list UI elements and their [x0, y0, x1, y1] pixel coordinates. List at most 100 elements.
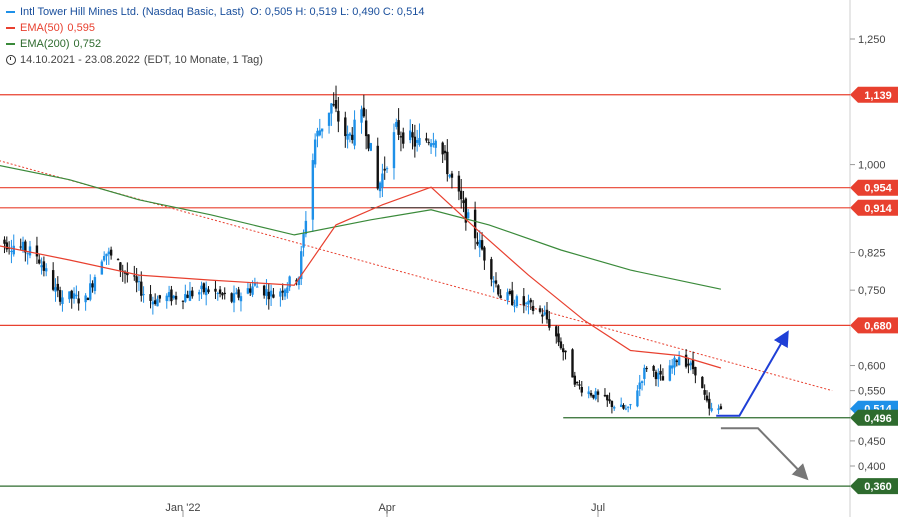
candle-body — [5, 242, 8, 250]
candle-body — [670, 365, 674, 369]
x-tick-label: Jul — [591, 502, 605, 514]
candle-body — [348, 133, 352, 136]
candle-body — [413, 136, 417, 147]
x-axis: Jan '22 Apr Jul — [165, 502, 605, 517]
candle-body — [19, 246, 22, 248]
candle-body — [21, 241, 25, 251]
candle-body — [476, 241, 479, 245]
candle-body — [344, 117, 347, 137]
candle-body — [267, 291, 270, 300]
ema50-swatch-icon — [6, 27, 15, 29]
candle-body — [239, 296, 243, 302]
candle-body — [443, 150, 447, 154]
candle-body — [100, 261, 104, 275]
candle-body — [640, 381, 644, 383]
candle-body — [186, 294, 189, 298]
candle-body — [460, 190, 463, 200]
candle-body — [522, 296, 526, 306]
candle-body — [232, 293, 236, 303]
candle-body — [93, 277, 97, 292]
candle-body — [427, 142, 430, 144]
level-tag-text: 0,914 — [864, 203, 892, 215]
candle-body — [548, 319, 551, 328]
candle-body — [362, 107, 366, 117]
level-tag: 0,360 — [850, 478, 898, 495]
candle-body — [499, 295, 502, 299]
level-tag-text: 0,496 — [864, 413, 892, 425]
candle-body — [589, 393, 593, 396]
candle-body — [262, 285, 266, 296]
candle-body — [119, 262, 122, 271]
ema200-label: EMA(200) — [20, 38, 70, 50]
level-tag: 0,496 — [850, 409, 898, 426]
candle-body — [652, 366, 655, 371]
level-tag-bg — [850, 478, 898, 495]
candle-body — [167, 292, 171, 298]
candle-body — [425, 138, 428, 141]
candle-body — [564, 350, 567, 353]
candle-body — [538, 308, 542, 312]
candle-body — [237, 289, 240, 298]
candle-body — [466, 212, 470, 219]
y-tick-label: 0,400 — [858, 461, 886, 473]
candle-body — [198, 292, 201, 295]
candle-body — [318, 130, 321, 136]
level-tag: 0,954 — [850, 179, 898, 196]
candle-body — [381, 173, 384, 188]
ema200-value: 0,752 — [73, 38, 102, 50]
candle-body — [545, 309, 549, 320]
candle-body — [218, 289, 222, 294]
level-tag: 0,680 — [850, 317, 898, 334]
period-info: (EDT, 10 Monate, 1 Tag) — [143, 54, 263, 66]
candle-body — [300, 251, 303, 280]
candle-body — [515, 296, 519, 307]
candle-body — [235, 292, 238, 294]
candle-body — [638, 382, 641, 390]
level-tag-bg — [850, 199, 898, 216]
candle-body — [10, 250, 13, 252]
candle-body — [385, 168, 389, 170]
candle-body — [687, 363, 690, 366]
candle-body — [626, 406, 630, 408]
candle-body — [654, 371, 658, 380]
candle-body — [45, 268, 48, 272]
candle-body — [253, 283, 257, 286]
candle-body — [703, 390, 706, 395]
candle-body — [411, 132, 414, 138]
candle-body — [302, 233, 305, 248]
candle-body — [677, 357, 681, 366]
candle-body — [524, 302, 528, 304]
candle-body — [102, 256, 106, 261]
candle-body — [418, 137, 421, 145]
candle-body — [402, 132, 405, 144]
candle-body — [51, 270, 55, 290]
y-tick-label: 1,000 — [858, 160, 886, 172]
candle-body — [717, 408, 720, 411]
candle-body — [689, 362, 692, 366]
level-tag-bg — [850, 86, 898, 103]
level-tag-text: 0,360 — [864, 481, 892, 493]
candle-body — [701, 376, 704, 389]
y-axis: 1,250 1,000 0,825 0,750 0,600 0,550 0,450 0,400 — [850, 34, 886, 473]
candle-body — [251, 286, 254, 295]
candle-body — [214, 288, 217, 292]
y-tick-label: 0,750 — [858, 285, 886, 297]
candle-body — [216, 293, 219, 295]
instrument-title: Intl Tower Hill Mines Ltd. (Nasdaq Basic… — [20, 6, 245, 18]
candle-body — [38, 259, 41, 264]
candle-body — [165, 295, 168, 302]
candle-body — [320, 128, 324, 132]
bullish-arrow — [716, 330, 789, 417]
candle-body — [369, 143, 372, 151]
candle-body — [592, 394, 595, 398]
candle-body — [506, 292, 509, 301]
candle-body — [135, 276, 138, 283]
candle-body — [255, 286, 259, 288]
candle-body — [77, 298, 80, 304]
candle-body — [708, 398, 711, 409]
candle-body — [657, 373, 660, 380]
candle-body — [72, 293, 76, 299]
legend-range-row: 14.10.2021 - 23.08.2022 (EDT, 10 Monate,… — [6, 52, 424, 68]
candle-body — [450, 173, 454, 178]
